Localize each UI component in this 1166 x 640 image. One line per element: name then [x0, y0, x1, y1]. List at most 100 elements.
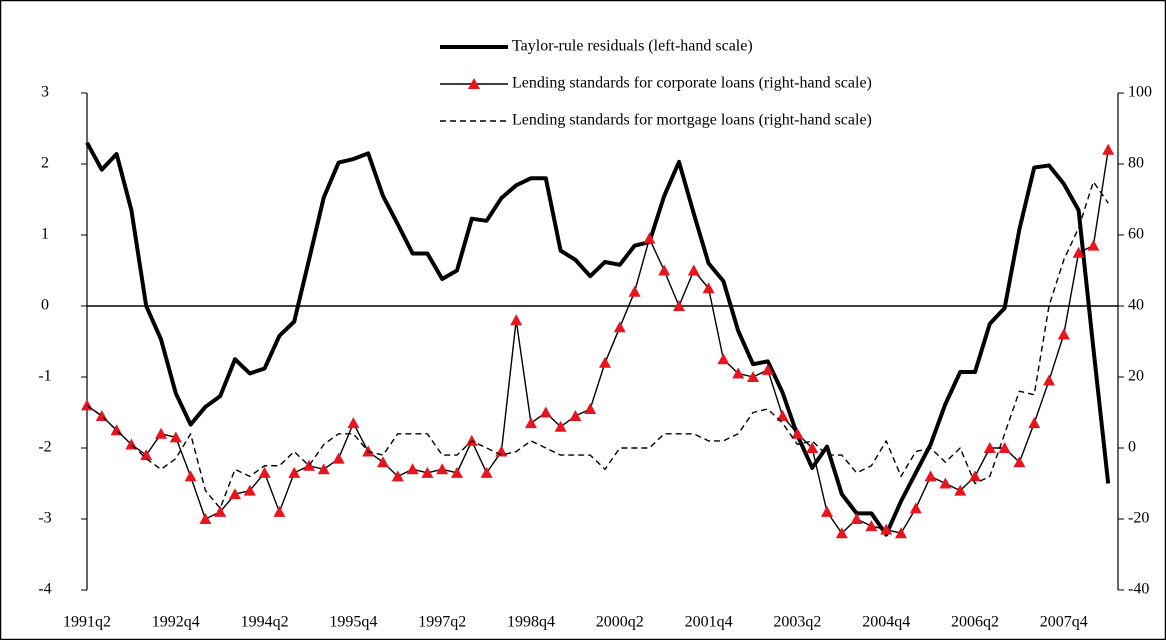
series-marker [983, 442, 996, 453]
y-tick-label: 1 [41, 226, 49, 243]
series-marker [391, 470, 404, 482]
x-tick-label: 1997q2 [418, 614, 466, 631]
series-line [86, 181, 1109, 510]
series-marker [406, 463, 419, 475]
series-marker [539, 406, 552, 418]
y-tick-label: -3 [38, 510, 51, 527]
series-line [85, 141, 1111, 537]
series-marker [1072, 246, 1085, 258]
series-marker [317, 463, 330, 475]
x-tick-label: 2001q4 [685, 614, 733, 631]
series-marker [599, 356, 611, 368]
series-marker [865, 520, 878, 532]
series-marker [199, 513, 212, 524]
x-tick-label: 1995q4 [329, 614, 377, 631]
y2-tick-label: 40 [1128, 297, 1144, 314]
series-marker [939, 477, 952, 489]
x-tick-label: 1992q4 [152, 614, 200, 631]
series-marker [643, 232, 656, 244]
series-marker [1057, 328, 1070, 340]
series-marker [436, 463, 449, 475]
series-marker [1028, 417, 1041, 429]
series-marker [1043, 374, 1055, 386]
series-marker [525, 417, 537, 429]
series-marker [214, 505, 227, 517]
series-marker [184, 470, 197, 482]
series-line [86, 149, 1109, 534]
series-marker [155, 427, 167, 439]
series-marker [332, 452, 345, 464]
series-marker [850, 513, 863, 524]
series-marker [569, 410, 582, 422]
series-marker [421, 466, 434, 478]
y2-tick-label: 100 [1128, 84, 1152, 101]
y2-tick-label: 60 [1128, 226, 1144, 243]
series-marker [1087, 239, 1100, 251]
y-tick-label: 3 [41, 84, 49, 101]
legend-label: Lending standards for mortgage loans (ri… [512, 112, 872, 129]
series-marker [584, 402, 597, 414]
series-marker [687, 264, 700, 276]
series-marker [347, 417, 360, 429]
series-marker [747, 371, 759, 382]
y2-tick-label: 80 [1128, 155, 1144, 172]
series-marker [377, 456, 389, 468]
legend-label: Taylor-rule residuals (left-hand scale) [512, 38, 753, 55]
y2-tick-label: -40 [1128, 581, 1149, 598]
series-marker [510, 314, 523, 326]
series-marker [909, 502, 922, 514]
x-tick-label: 1994q2 [241, 614, 289, 631]
x-tick-label: 1998q4 [507, 614, 555, 631]
x-tick-label: 2004q4 [862, 614, 910, 631]
series-marker [169, 431, 182, 443]
series-marker [880, 523, 893, 535]
y-tick-label: 0 [41, 297, 49, 314]
y-tick-label: -2 [38, 439, 51, 456]
series-marker [732, 367, 745, 379]
series-marker [761, 363, 774, 375]
series-marker [998, 442, 1011, 453]
series-marker [835, 527, 848, 539]
y-tick-label: 2 [41, 155, 49, 172]
x-tick-label: 1991q2 [63, 614, 111, 631]
series-marker [613, 321, 626, 333]
series-marker [243, 484, 256, 496]
series-marker [776, 410, 789, 422]
series-marker [480, 466, 493, 478]
y2-tick-label: -20 [1128, 510, 1149, 527]
series-marker [791, 427, 804, 439]
x-tick-label: 2007q4 [1040, 614, 1088, 631]
x-tick-label: 2000q2 [596, 614, 644, 631]
series-marker [303, 459, 315, 471]
series-marker [229, 488, 241, 500]
series-marker [628, 285, 641, 297]
series-marker [658, 264, 671, 276]
y2-tick-label: 20 [1128, 368, 1144, 385]
series-marker [1102, 143, 1115, 155]
series-marker [288, 466, 301, 478]
series-marker [258, 466, 271, 478]
series-marker [895, 527, 907, 539]
series-marker [451, 466, 463, 478]
series-marker [673, 300, 685, 311]
series-marker [140, 449, 153, 461]
series-marker [1013, 456, 1026, 468]
legend-marker [468, 78, 480, 89]
y-tick-label: -4 [38, 581, 51, 598]
series-marker [954, 484, 967, 496]
series-marker [969, 470, 981, 482]
series-marker [554, 420, 567, 432]
x-tick-label: 2003q2 [773, 614, 821, 631]
y2-tick-label: 0 [1128, 439, 1136, 456]
legend-label: Lending standards for corporate loans (r… [512, 75, 872, 92]
series-marker [717, 353, 730, 365]
x-tick-label: 2006q2 [951, 614, 999, 631]
series-marker [273, 505, 286, 517]
series-marker [924, 470, 937, 482]
series-marker [821, 505, 833, 517]
y-tick-label: -1 [38, 368, 51, 385]
series-marker [702, 282, 715, 294]
